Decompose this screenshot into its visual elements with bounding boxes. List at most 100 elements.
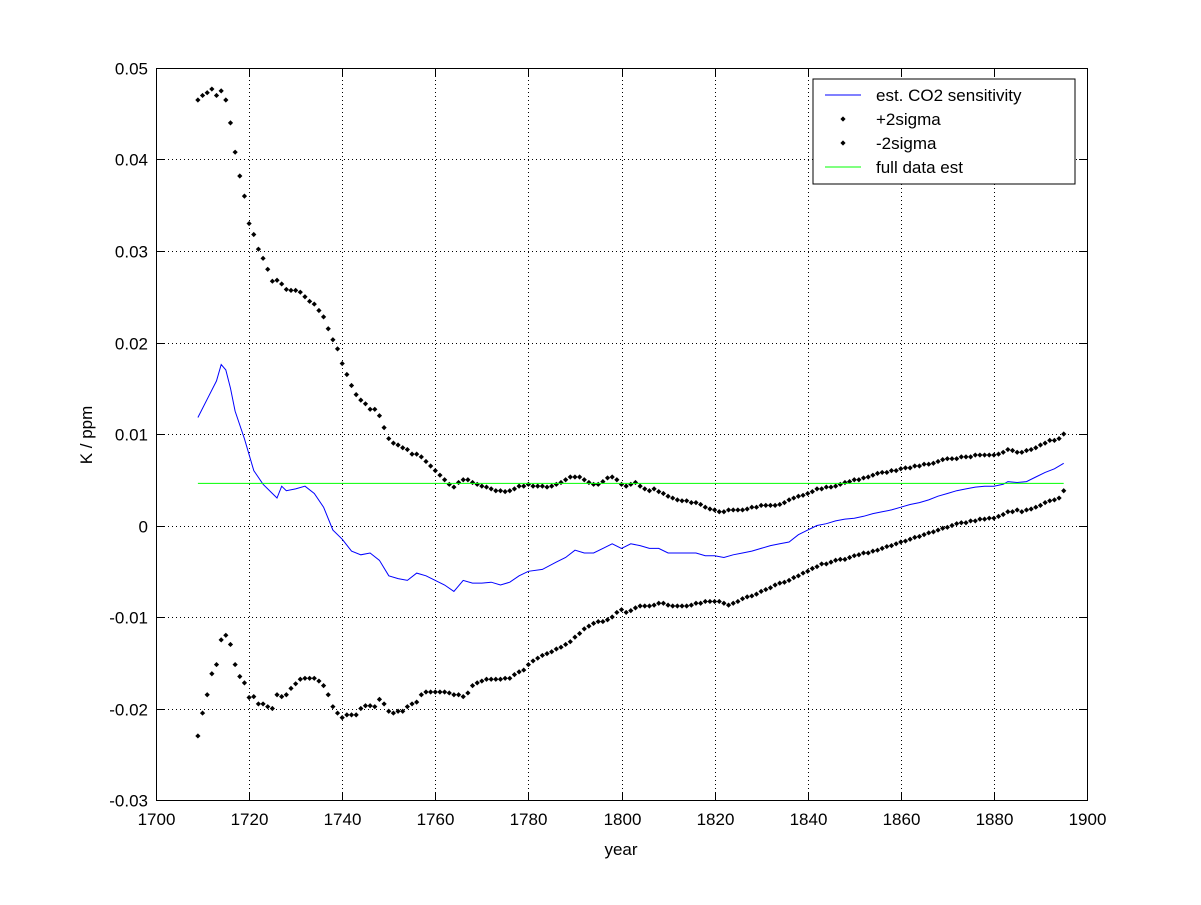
y-tick-label: -0.03 <box>109 792 148 811</box>
data-point <box>195 733 201 739</box>
data-point <box>777 501 783 508</box>
data-point <box>586 479 592 486</box>
data-point <box>348 382 355 389</box>
data-point <box>544 651 550 657</box>
data-point <box>842 479 848 486</box>
data-point <box>376 413 383 419</box>
data-point <box>618 607 625 613</box>
data-point <box>255 701 262 707</box>
data-point <box>870 548 876 554</box>
data-point <box>1005 509 1011 515</box>
data-point <box>898 539 904 545</box>
data-point <box>963 454 969 460</box>
legend-items: est. CO2 sensitivity +2sigma -2sigma full d… <box>825 86 1022 177</box>
data-point <box>777 580 783 586</box>
data-point <box>418 692 424 698</box>
data-point <box>795 493 801 499</box>
data-point <box>311 301 317 307</box>
data-point <box>944 524 950 530</box>
data-point <box>209 86 215 92</box>
data-point <box>884 469 890 476</box>
data-point <box>1056 495 1062 501</box>
data-point <box>758 588 764 594</box>
y-tick-label: 0.01 <box>115 426 148 445</box>
y-axis-label: K / ppm <box>77 406 96 465</box>
data-point <box>358 705 364 712</box>
data-point <box>828 484 834 490</box>
data-point <box>307 675 313 681</box>
data-point <box>614 477 620 483</box>
data-point <box>1047 437 1053 444</box>
data-point <box>1037 502 1044 508</box>
data-point <box>539 483 545 489</box>
data-point <box>1051 437 1058 444</box>
data-point <box>632 605 639 611</box>
data-point <box>260 255 266 261</box>
data-point <box>674 603 680 609</box>
data-point <box>553 646 559 652</box>
data-point <box>283 286 289 293</box>
data-point <box>632 479 639 486</box>
data-point <box>707 598 713 605</box>
legend-label: est. CO2 sensitivity <box>876 86 1022 105</box>
data-point <box>753 504 760 510</box>
data-point <box>930 529 936 535</box>
data-point <box>763 502 769 508</box>
data-point <box>1000 511 1006 518</box>
x-tick-label: 1860 <box>883 810 921 829</box>
legend-entry: est. CO2 sensitivity <box>825 86 1022 105</box>
x-tick-label: 1880 <box>976 810 1014 829</box>
x-axis-label: year <box>604 840 637 859</box>
data-point <box>781 500 788 506</box>
x-tick-label: 1700 <box>138 810 176 829</box>
data-point <box>423 458 429 465</box>
data-point <box>907 465 913 471</box>
data-point <box>865 550 871 556</box>
data-point <box>488 486 494 492</box>
data-point <box>902 465 909 471</box>
data-point <box>325 692 331 698</box>
data-point <box>530 483 536 489</box>
data-point <box>874 547 881 553</box>
data-point <box>232 149 238 155</box>
data-point <box>730 600 736 606</box>
data-point <box>1042 440 1048 446</box>
data-point <box>977 516 983 522</box>
data-point <box>963 520 969 526</box>
data-point <box>823 484 829 490</box>
data-point <box>702 504 708 510</box>
data-point <box>251 231 257 238</box>
data-point <box>511 486 518 492</box>
data-point <box>800 492 806 498</box>
data-point <box>981 516 988 522</box>
data-point <box>320 314 327 320</box>
data-point <box>921 532 927 538</box>
data-point <box>274 692 280 698</box>
series-line-1 <box>197 363 1064 593</box>
tick-labels: 1700 1720 1740 1760 1780 1800 1820 1840 1860 1880… <box>109 60 1106 830</box>
data-point <box>428 463 434 469</box>
data-point <box>665 493 671 499</box>
data-point <box>712 507 718 513</box>
legend-swatch <box>840 140 846 146</box>
data-point <box>465 690 471 696</box>
data-point <box>949 456 955 462</box>
data-point <box>507 675 513 681</box>
data-point <box>1061 488 1067 494</box>
data-point <box>670 603 676 609</box>
data-point <box>497 676 504 682</box>
data-point <box>274 277 280 283</box>
data-point <box>670 495 676 501</box>
data-point <box>437 472 443 478</box>
data-point <box>269 278 275 284</box>
data-point <box>483 484 490 490</box>
data-point <box>237 673 243 680</box>
data-point <box>502 489 508 495</box>
legend-entry: -2sigma <box>840 134 937 153</box>
data-point <box>888 543 895 549</box>
data-point <box>511 672 518 678</box>
data-point <box>907 536 913 542</box>
data-point <box>805 568 811 574</box>
data-point <box>572 474 578 480</box>
data-point <box>386 435 392 442</box>
